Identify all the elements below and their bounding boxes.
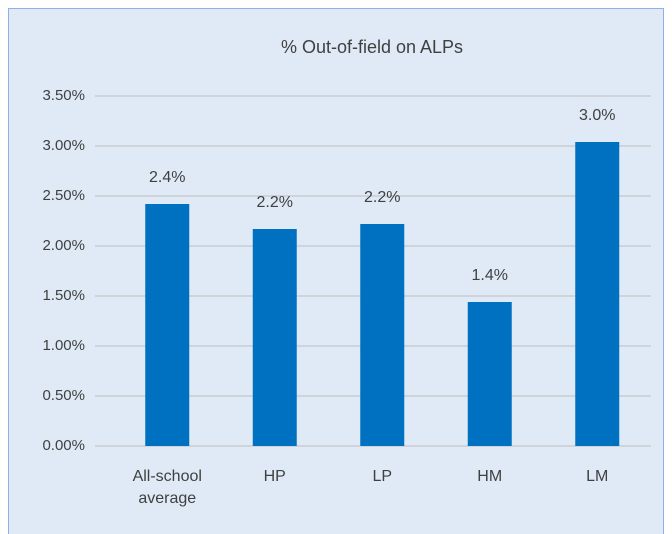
data-label: 3.0% (579, 107, 615, 124)
y-tick-label: 0.00% (42, 437, 85, 454)
y-tick-label: 2.50% (42, 187, 85, 204)
chart-title: % Out-of-field on ALPs (281, 37, 463, 57)
data-label: 2.4% (149, 169, 185, 186)
y-tick-label: 2.00% (42, 237, 85, 254)
x-tick-label: All-school average (132, 468, 202, 507)
bar (360, 224, 405, 446)
x-tick-label: LP (372, 468, 393, 485)
x-tick-label: LM (586, 468, 609, 485)
bar (467, 302, 512, 446)
y-tick-label: 3.50% (42, 87, 85, 104)
chart-background (8, 8, 664, 534)
bar (252, 229, 297, 446)
data-label: 2.2% (364, 189, 400, 206)
data-label: 1.4% (472, 267, 508, 284)
x-tick-label: HM (477, 468, 503, 485)
bar (575, 142, 620, 446)
y-tick-label: 3.00% (42, 137, 85, 154)
y-tick-label: 1.00% (42, 337, 85, 354)
x-tick-label: HP (263, 468, 286, 485)
bar (145, 204, 190, 446)
data-label: 2.2% (257, 194, 293, 211)
y-tick-label: 0.50% (42, 387, 85, 404)
y-tick-label: 1.50% (42, 287, 85, 304)
